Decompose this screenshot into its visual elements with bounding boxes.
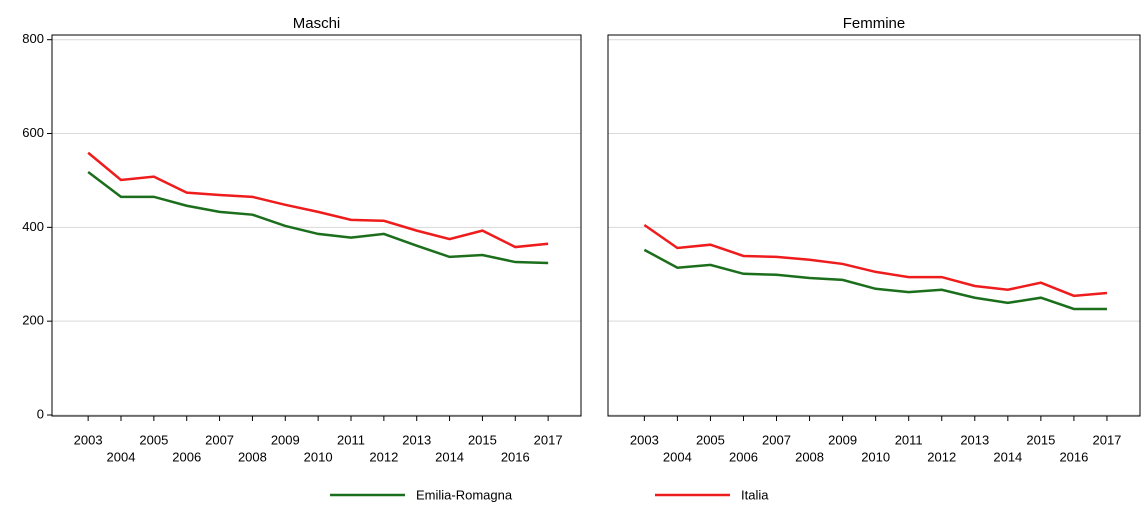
x-tick-label: 2010 — [861, 449, 890, 464]
x-tick-label: 2008 — [238, 449, 267, 464]
panel-title: Femmine — [843, 15, 906, 32]
x-tick-label: 2006 — [729, 449, 758, 464]
x-tick-label: 2003 — [630, 432, 659, 447]
series-line — [87, 151, 549, 249]
series-line — [87, 170, 549, 265]
x-tick-label: 2011 — [337, 432, 365, 447]
y-tick-label: 0 — [37, 406, 44, 421]
y-tick-label: 600 — [22, 125, 44, 140]
x-tick-label: 2012 — [369, 449, 398, 464]
x-tick-label: 2010 — [304, 449, 333, 464]
x-tick-label: 2017 — [1092, 432, 1121, 447]
x-tick-label: 2015 — [1026, 432, 1055, 447]
x-tick-label: 2016 — [1059, 449, 1088, 464]
series-line — [643, 248, 1107, 311]
x-tick-label: 2006 — [172, 449, 201, 464]
x-tick-label: 2013 — [402, 432, 431, 447]
x-tick-label: 2015 — [468, 432, 497, 447]
legend-label: Italia — [741, 487, 769, 502]
legend-label: Emilia-Romagna — [416, 487, 513, 502]
x-tick-label: 2017 — [534, 432, 563, 447]
y-tick-label: 200 — [22, 313, 44, 328]
x-tick-label: 2013 — [960, 432, 989, 447]
x-tick-label: 2016 — [501, 449, 530, 464]
x-tick-label: 2007 — [205, 432, 234, 447]
x-tick-label: 2014 — [993, 449, 1022, 464]
plot-frame — [607, 34, 1141, 417]
panel-title: Maschi — [293, 15, 341, 32]
x-tick-label: 2008 — [795, 449, 824, 464]
x-tick-label: 2009 — [828, 432, 857, 447]
x-tick-label: 2011 — [895, 432, 923, 447]
y-tick-label: 400 — [22, 219, 44, 234]
x-tick-label: 2012 — [927, 449, 956, 464]
x-tick-label: 2005 — [696, 432, 725, 447]
y-tick-label: 800 — [22, 31, 44, 46]
series-line — [643, 223, 1108, 298]
x-tick-label: 2009 — [271, 432, 300, 447]
x-tick-label: 2014 — [435, 449, 464, 464]
plot-frame — [51, 34, 582, 417]
x-tick-label: 2005 — [139, 432, 168, 447]
x-tick-label: 2003 — [74, 432, 103, 447]
x-tick-label: 2007 — [762, 432, 791, 447]
x-tick-label: 2004 — [663, 449, 692, 464]
x-tick-label: 2004 — [107, 449, 136, 464]
